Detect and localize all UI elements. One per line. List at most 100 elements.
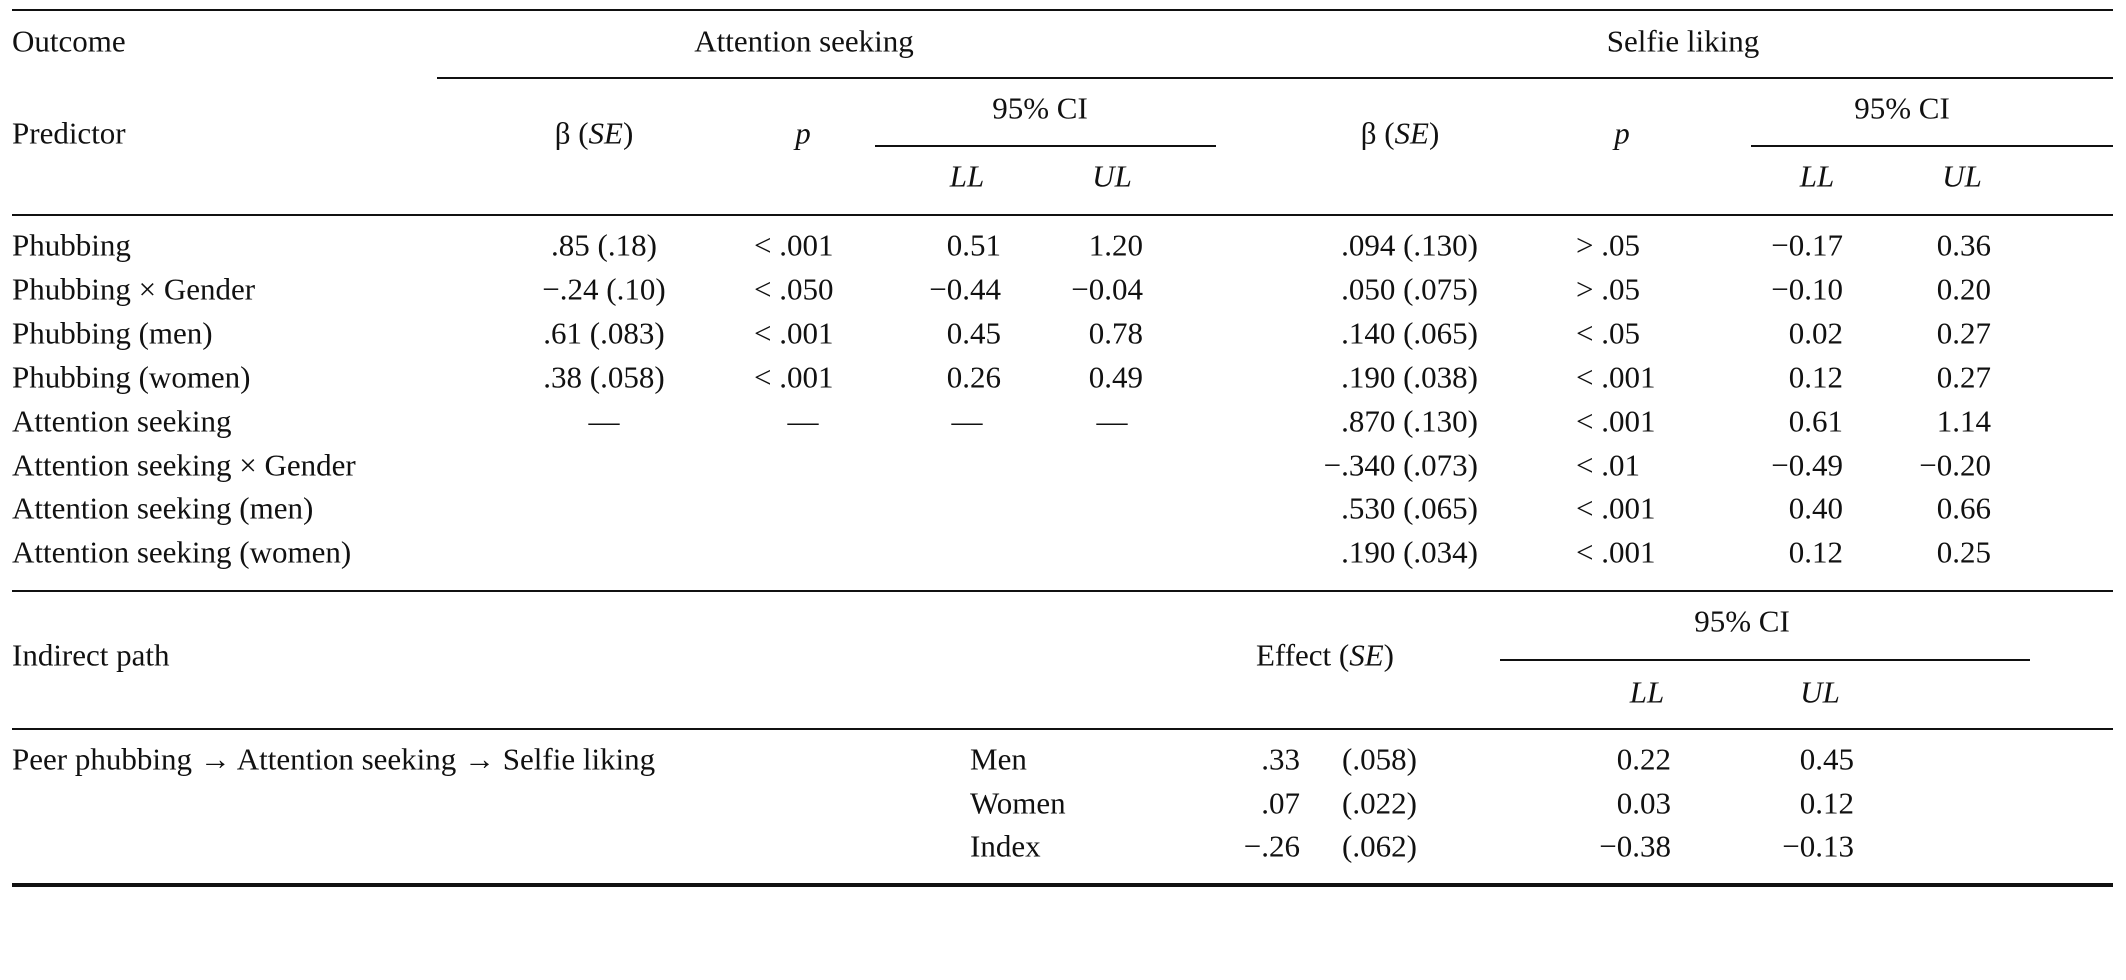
attention-ul: −0.04 — [1071, 271, 1143, 307]
ul-label: UL — [1800, 674, 1840, 710]
selfie-p: < .05 — [1576, 315, 1640, 351]
effect-label: Effect ( — [1256, 637, 1350, 673]
selfie-p: < .001 — [1576, 490, 1656, 526]
indirect-header-rule — [12, 728, 2113, 730]
selfie-beta-se: .140 (.065) — [1341, 315, 1478, 351]
selfie-ll: 0.12 — [1788, 534, 1843, 570]
predictor-name: Phubbing (men) — [12, 315, 213, 351]
p-label: p — [795, 115, 811, 151]
indirect-effect: .33 — [1261, 741, 1300, 777]
predictor-name: Attention seeking × Gender — [12, 447, 356, 482]
selfie-ul: 0.66 — [1936, 490, 1991, 526]
ll-header-selfie: LL — [1800, 161, 1834, 192]
indirect-ll: −0.38 — [1599, 828, 1671, 864]
ci-header-attention: 95% CI — [992, 90, 1088, 126]
attention-beta-se: −.24 (.10) — [542, 271, 666, 307]
selfie-p: < .001 — [1576, 359, 1656, 395]
ll-label: LL — [1629, 674, 1665, 710]
beta-se-header-attention: β (SE) — [555, 118, 634, 149]
indirect-ll: 0.03 — [1616, 785, 1671, 820]
indirect-ul-header: UL — [1800, 677, 1840, 708]
selfie-ll: 0.40 — [1788, 490, 1843, 526]
predictor-name: Phubbing × Gender — [12, 271, 256, 307]
attention-ul: 0.49 — [1088, 359, 1143, 395]
p-header-selfie: p — [1614, 118, 1630, 149]
se-label: SE — [1394, 115, 1429, 151]
selfie-ul: 0.27 — [1936, 315, 1991, 351]
outcome-rule — [437, 77, 2113, 79]
p-label: p — [1614, 115, 1630, 151]
selfie-ll: −0.49 — [1771, 447, 1843, 482]
selfie-p: > .05 — [1576, 271, 1640, 307]
attention-beta-se: .61 (.083) — [543, 315, 665, 351]
selfie-ul: 0.36 — [1936, 227, 1991, 263]
selfie-p: < .01 — [1576, 447, 1640, 482]
ll-label: LL — [949, 158, 985, 194]
outcome-attention-seeking: Attention seeking — [694, 23, 914, 59]
paren: ) — [622, 115, 634, 151]
indirect-effect: −.26 — [1243, 828, 1300, 864]
top-rule — [12, 9, 2113, 11]
beta-label: β ( — [1360, 115, 1395, 151]
predictor-name: Attention seeking (women) — [12, 534, 352, 570]
attention-ul: 1.20 — [1088, 227, 1143, 263]
attention-ll: 0.26 — [946, 359, 1001, 395]
attention-p: — — [787, 403, 819, 439]
outcome-label: Outcome — [12, 23, 126, 59]
indirect-se: (.022) — [1342, 785, 1417, 820]
indirect-se: (.058) — [1342, 741, 1417, 777]
group-label: Women — [970, 785, 1066, 820]
attention-ll: — — [951, 403, 983, 439]
selfie-beta-se: .870 (.130) — [1341, 403, 1478, 439]
paren: ) — [1428, 115, 1440, 151]
attention-ul: — — [1096, 403, 1128, 439]
header-bottom-rule — [12, 214, 2113, 216]
bottom-rule — [12, 883, 2113, 887]
selfie-beta-se: −.340 (.073) — [1323, 447, 1478, 482]
ci-header-selfie: 95% CI — [1854, 90, 1950, 126]
p-header-attention: p — [795, 118, 811, 149]
predictor-name: Phubbing — [12, 227, 131, 263]
indirect-ul: −0.13 — [1782, 828, 1854, 864]
indirect-ci-header: 95% CI — [1694, 603, 1790, 639]
beta-se-header-selfie: β (SE) — [1361, 118, 1440, 149]
attention-p: < .050 — [754, 271, 834, 307]
attention-beta-se: .38 (.058) — [543, 359, 665, 395]
attention-ll: 0.51 — [946, 227, 1001, 263]
attention-beta-se: — — [588, 403, 620, 439]
indirect-se: (.062) — [1342, 828, 1417, 864]
predictor-name: Phubbing (women) — [12, 359, 251, 395]
indirect-ci-rule — [1500, 659, 2030, 661]
group-label: Index — [970, 828, 1041, 864]
selfie-p: > .05 — [1576, 227, 1640, 263]
selfie-beta-se: .094 (.130) — [1341, 227, 1478, 263]
group-label: Men — [970, 741, 1027, 777]
indirect-effect: .07 — [1261, 785, 1300, 820]
selfie-beta-se: .190 (.038) — [1341, 359, 1478, 395]
predictor-name: Attention seeking (men) — [12, 490, 314, 526]
indirect-ul: 0.45 — [1799, 741, 1854, 777]
selfie-ul: −0.20 — [1919, 447, 1991, 482]
selfie-beta-se: .190 (.034) — [1341, 534, 1478, 570]
attention-ll: −0.44 — [929, 271, 1001, 307]
ul-header-attention: UL — [1092, 161, 1132, 192]
predictor-label: Predictor — [12, 115, 126, 151]
ll-label: LL — [1799, 158, 1835, 194]
se-label: SE — [1349, 637, 1384, 673]
outcome-selfie-liking: Selfie liking — [1606, 23, 1760, 59]
section-rule — [12, 590, 2113, 592]
effect-se-header: Effect (SE) — [1256, 640, 1394, 671]
selfie-ll: 0.02 — [1788, 315, 1843, 351]
selfie-p: < .001 — [1576, 403, 1656, 439]
ul-label: UL — [1942, 158, 1982, 194]
attention-ll: 0.45 — [946, 315, 1001, 351]
indirect-ll-header: LL — [1630, 677, 1664, 708]
indirect-ll: 0.22 — [1616, 741, 1671, 777]
selfie-beta-se: .050 (.075) — [1341, 271, 1478, 307]
indirect-path-label: Indirect path — [12, 637, 170, 673]
ll-header-attention: LL — [950, 161, 984, 192]
selfie-ul: 1.14 — [1936, 403, 1991, 439]
attention-p: < .001 — [754, 227, 834, 263]
attention-ul: 0.78 — [1088, 315, 1143, 351]
attention-p: < .001 — [754, 359, 834, 395]
